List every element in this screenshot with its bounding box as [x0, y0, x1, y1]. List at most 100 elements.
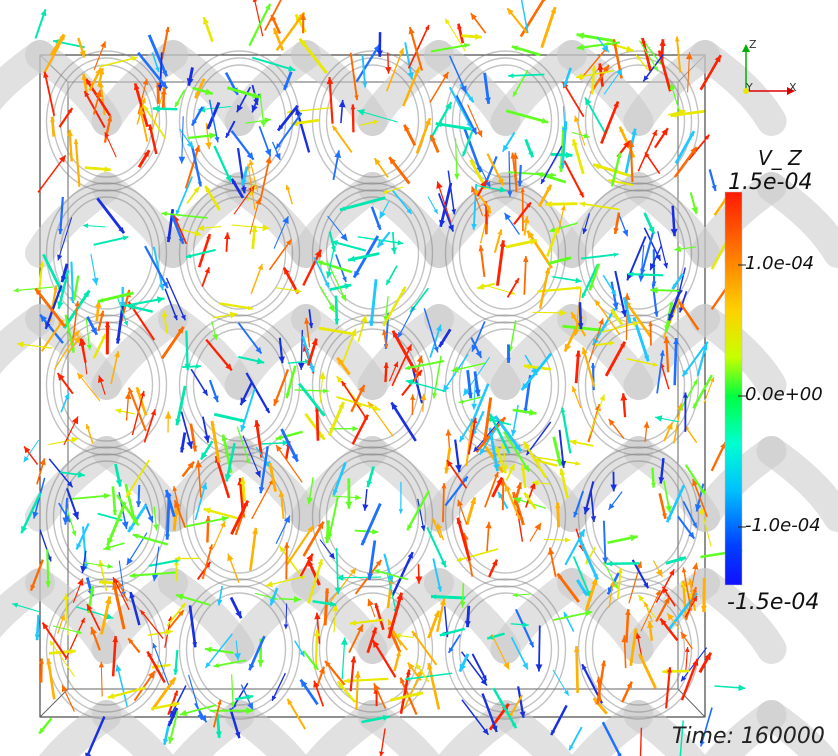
- velocity-arrow-head: [398, 331, 403, 338]
- velocity-arrow-shaft: [389, 691, 424, 702]
- velocity-arrow-head: [340, 233, 348, 242]
- velocity-arrow-head: [691, 206, 698, 214]
- velocity-arrow-head: [76, 629, 83, 635]
- velocity-arrow-shaft: [197, 233, 212, 268]
- velocity-arrow-shaft: [640, 589, 661, 632]
- velocity-arrow-head: [669, 569, 675, 576]
- velocity-arrow-shaft: [509, 320, 517, 352]
- velocity-arrow-shaft: [275, 112, 303, 150]
- velocity-arrow-head: [214, 136, 220, 143]
- velocity-arrow-head: [550, 172, 556, 178]
- velocity-arrow-shaft: [447, 170, 456, 215]
- velocity-arrow-head: [255, 470, 261, 478]
- velocity-arrow-shaft: [688, 134, 710, 161]
- velocity-arrow-head: [240, 397, 247, 406]
- velocity-arrow-shaft: [39, 529, 52, 562]
- velocity-arrow-shaft: [603, 561, 619, 590]
- velocity-arrow-shaft: [435, 122, 472, 131]
- velocity-arrow-head: [80, 338, 86, 345]
- velocity-arrow-head: [213, 662, 220, 668]
- velocity-arrow-head: [39, 727, 45, 734]
- velocity-arrow-head: [265, 407, 270, 413]
- velocity-arrow-shaft: [166, 602, 187, 627]
- velocity-arrow-head: [366, 480, 373, 488]
- velocity-arrow-head: [95, 89, 102, 98]
- velocity-arrow-head: [73, 139, 79, 145]
- velocity-arrow-shaft: [204, 633, 233, 669]
- velocity-arrow-head: [689, 131, 694, 137]
- structure-tube: [25, 172, 122, 268]
- velocity-arrow-head: [663, 597, 670, 604]
- velocity-arrow-head: [514, 278, 519, 284]
- velocity-arrow-head: [282, 216, 289, 224]
- velocity-arrow-head: [357, 109, 365, 116]
- velocity-arrow-head: [564, 343, 572, 352]
- velocity-arrow-shaft: [54, 330, 80, 370]
- velocity-arrow-head: [463, 43, 470, 49]
- velocity-arrow-head: [456, 517, 462, 524]
- velocity-arrow-head: [208, 544, 214, 550]
- velocity-arrow-head: [287, 698, 293, 705]
- velocity-arrow-head: [260, 121, 266, 128]
- velocity-arrow-head: [670, 112, 677, 118]
- velocity-arrow-head: [481, 675, 487, 681]
- velocity-arrow-head: [685, 52, 693, 60]
- velocity-arrow-shaft: [148, 558, 181, 568]
- velocity-arrow-head: [13, 287, 19, 293]
- velocity-arrow-head: [332, 125, 338, 131]
- structure-contour: [444, 314, 567, 456]
- velocity-arrow-shaft: [408, 26, 423, 71]
- velocity-arrow-head: [318, 666, 325, 674]
- velocity-arrow-shaft: [146, 650, 166, 684]
- velocity-arrow-shaft: [402, 66, 421, 107]
- velocity-arrow-head: [711, 185, 717, 191]
- colorbar-tick-label: 0.0e+00: [745, 384, 823, 405]
- velocity-arrow-shaft: [483, 443, 505, 474]
- velocity-arrow-head: [313, 680, 320, 688]
- velocity-arrow-head: [121, 521, 129, 530]
- velocity-arrow-shaft: [160, 325, 185, 360]
- velocity-arrow-head: [382, 189, 388, 194]
- velocity-arrow-head: [499, 186, 507, 193]
- velocity-arrow-head: [455, 464, 462, 473]
- velocity-arrow-head: [225, 363, 232, 371]
- structure-contour: [591, 196, 686, 310]
- velocity-arrow-head: [400, 677, 406, 684]
- velocity-arrow-head: [316, 260, 324, 266]
- velocity-arrow-head: [470, 127, 477, 135]
- velocity-arrow-head: [456, 557, 462, 562]
- velocity-arrow-head: [382, 714, 390, 721]
- velocity-arrow-head: [66, 481, 73, 488]
- velocity-arrow-head: [704, 134, 710, 140]
- velocity-arrow-head: [162, 281, 168, 289]
- velocity-arrow-shaft: [294, 389, 329, 392]
- velocity-arrow-shaft: [213, 145, 232, 183]
- velocity-arrow-head: [210, 420, 215, 426]
- velocity-arrow-head: [115, 408, 122, 414]
- velocity-arrow-head: [379, 210, 386, 219]
- velocity-arrow-shaft: [82, 338, 88, 375]
- velocity-arrow-head: [203, 435, 211, 443]
- velocity-arrow-head: [482, 728, 489, 735]
- velocity-arrow-head: [424, 118, 431, 126]
- velocity-arrow-head: [582, 292, 587, 298]
- velocity-arrow-head: [435, 324, 442, 332]
- velocity-arrow-head: [512, 592, 518, 598]
- velocity-arrow-shaft: [614, 270, 627, 317]
- structure-tube: [623, 40, 720, 136]
- velocity-arrow-head: [637, 274, 645, 282]
- velocity-arrow-head: [148, 124, 154, 131]
- velocity-arrow-head: [502, 144, 509, 152]
- velocity-arrow-head: [464, 620, 471, 628]
- velocity-arrow-head: [249, 663, 255, 671]
- velocity-arrow-head: [668, 313, 674, 321]
- velocity-arrow-head: [659, 350, 665, 356]
- velocity-arrow-head: [573, 329, 580, 336]
- velocity-arrow-head: [692, 658, 699, 666]
- velocity-arrow-head: [408, 27, 415, 35]
- velocity-arrow-head: [42, 622, 49, 630]
- velocity-arrow-shaft: [399, 669, 411, 714]
- velocity-arrow-shaft: [165, 277, 186, 321]
- velocity-arrow-head: [239, 477, 247, 484]
